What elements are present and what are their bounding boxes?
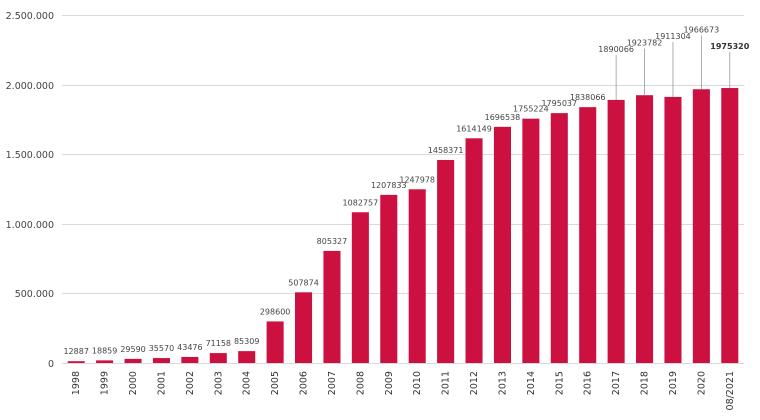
data-label: 1795037: [541, 99, 577, 108]
data-label: 1911304: [655, 32, 691, 41]
data-label: 1755224: [513, 105, 549, 114]
bar: [522, 118, 540, 363]
bar: [437, 159, 455, 363]
gridlines: [62, 15, 744, 364]
bar: [550, 113, 568, 363]
x-tick-label: 2011: [441, 371, 452, 395]
bar: [493, 126, 511, 363]
y-tick-label: 1.500.000: [6, 150, 54, 161]
x-tick-label: 2019: [668, 371, 679, 395]
y-axis-ticks: 0 500.000 1.000.000 1.500.000 2.000.000 2.500…: [6, 11, 54, 370]
x-tick-label: 2005: [270, 371, 281, 395]
bar: [721, 88, 739, 363]
x-axis-ticks: 1998 1999 2000 2001 2002 2003 2004 2005 2006 2007…: [71, 371, 736, 410]
data-label: 1207833: [371, 181, 407, 190]
x-tick-label: 2013: [497, 371, 508, 395]
bar: [295, 292, 313, 363]
bar: [380, 194, 398, 363]
bars: [67, 88, 739, 364]
data-label: 29590: [120, 345, 145, 354]
x-tick-label: 2015: [554, 371, 565, 395]
x-tick-label: 2016: [583, 371, 594, 395]
bar: [692, 89, 710, 363]
data-label: 43476: [177, 343, 202, 352]
data-label: 12887: [63, 347, 88, 356]
data-label: 298600: [260, 307, 291, 316]
data-label: 1082757: [343, 198, 379, 207]
x-tick-label: 08/2021: [725, 371, 736, 410]
data-label: 1923782: [627, 39, 663, 48]
x-tick-label: 2006: [299, 371, 310, 395]
y-tick-label: 0: [48, 359, 54, 370]
bar: [607, 99, 625, 364]
bar: [266, 321, 284, 363]
x-tick-label: 2010: [412, 371, 423, 395]
x-tick-label: 2020: [696, 371, 707, 395]
bar: [579, 107, 597, 364]
y-tick-label: 1.000.000: [6, 220, 54, 231]
bar: [636, 95, 654, 364]
x-tick-label: 2002: [185, 371, 196, 395]
bar: [351, 212, 369, 363]
x-tick-label: 1999: [100, 371, 111, 395]
bar: [124, 358, 142, 363]
data-label: 1975320: [710, 42, 749, 51]
data-label: 18859: [92, 346, 117, 355]
data-label: 1614149: [456, 124, 492, 133]
x-tick-label: 2004: [242, 371, 253, 395]
data-label: 1890066: [598, 45, 634, 54]
data-label: 85309: [234, 337, 259, 346]
y-tick-label: 500.000: [15, 289, 54, 300]
data-label: 507874: [288, 278, 319, 287]
leader-lines: [615, 35, 731, 100]
x-tick-label: 2018: [640, 371, 651, 395]
bar: [181, 356, 199, 363]
x-tick-label: 1998: [71, 371, 82, 395]
x-tick-label: 2001: [156, 371, 167, 395]
data-label: 1966673: [684, 26, 720, 35]
data-labels: 12887 18859 29590 35570 43476 71158 85309 29860…: [63, 26, 749, 357]
bar: [664, 96, 682, 364]
bar: [67, 361, 85, 363]
x-tick-label: 2000: [128, 371, 139, 395]
bar: [152, 358, 170, 363]
bar: [96, 360, 114, 363]
data-label: 1838066: [570, 93, 606, 102]
x-tick-label: 2012: [469, 371, 480, 395]
x-tick-label: 2008: [355, 371, 366, 395]
x-tick-label: 2017: [611, 371, 622, 395]
bar: [323, 250, 341, 363]
data-label: 805327: [317, 237, 348, 246]
y-tick-label: 2.500.000: [6, 11, 54, 22]
data-label: 1458371: [428, 146, 464, 155]
data-label: 1247978: [399, 175, 435, 184]
x-tick-label: 2014: [526, 371, 537, 395]
bar: [238, 351, 256, 363]
data-label: 35570: [149, 344, 174, 353]
x-tick-label: 2007: [327, 371, 338, 395]
x-tick-label: 2003: [213, 371, 224, 395]
bar: [209, 353, 227, 363]
data-label: 1696538: [485, 113, 521, 122]
y-tick-label: 2.000.000: [6, 81, 54, 92]
bar: [465, 138, 483, 363]
bar: [408, 189, 426, 363]
data-label: 71158: [206, 339, 231, 348]
x-tick-label: 2009: [384, 371, 395, 395]
